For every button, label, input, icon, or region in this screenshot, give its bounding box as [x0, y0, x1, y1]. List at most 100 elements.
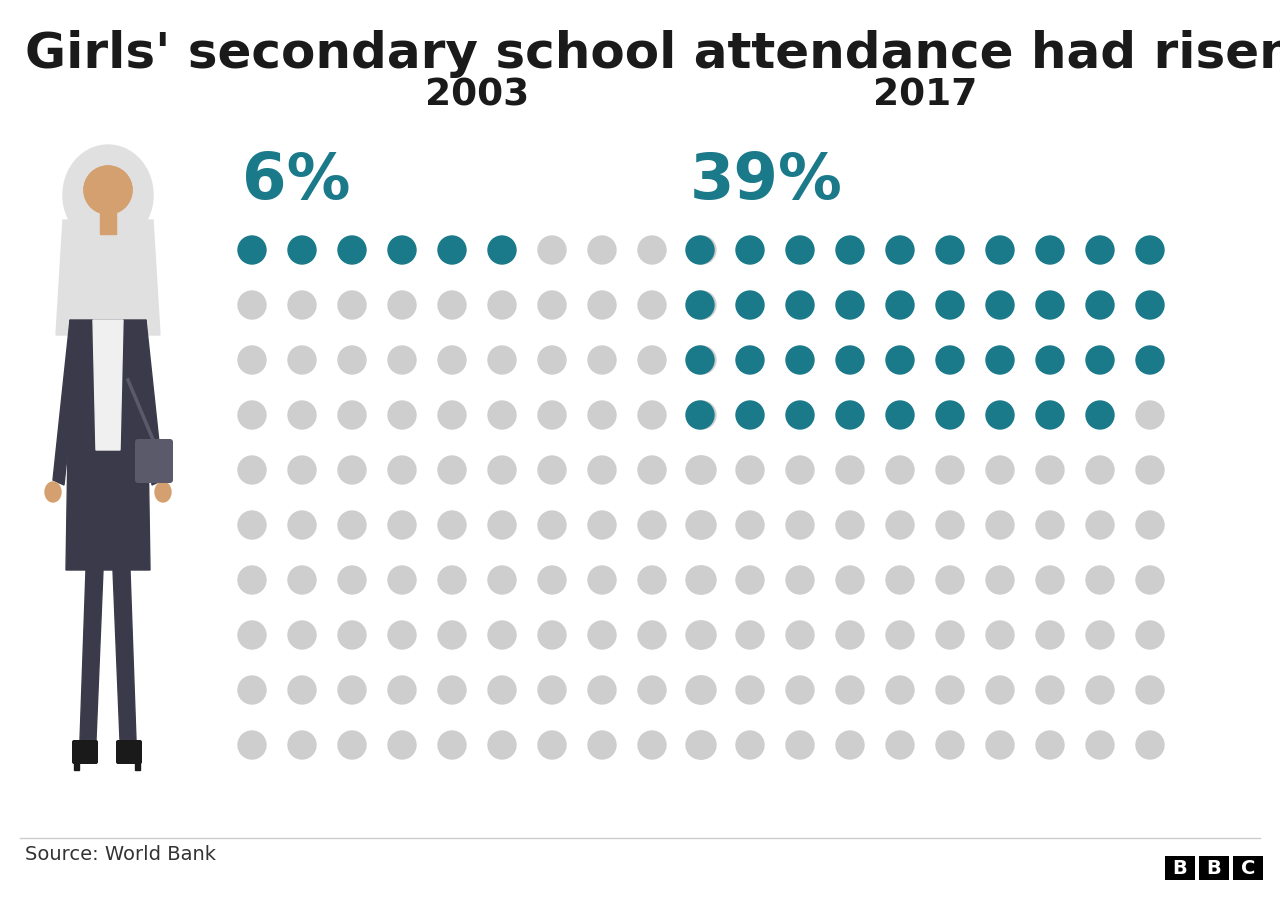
- Text: C: C: [1240, 858, 1256, 877]
- Circle shape: [986, 676, 1014, 704]
- Circle shape: [1085, 456, 1114, 484]
- Circle shape: [438, 731, 466, 759]
- Circle shape: [736, 236, 764, 264]
- Circle shape: [238, 236, 266, 264]
- Circle shape: [388, 621, 416, 649]
- Text: Girls' secondary school attendance had risen: Girls' secondary school attendance had r…: [26, 30, 1280, 78]
- Circle shape: [736, 731, 764, 759]
- Circle shape: [1137, 566, 1164, 594]
- Circle shape: [637, 456, 666, 484]
- Circle shape: [986, 291, 1014, 319]
- Circle shape: [786, 731, 814, 759]
- Circle shape: [288, 291, 316, 319]
- Circle shape: [736, 566, 764, 594]
- Polygon shape: [113, 570, 136, 740]
- Circle shape: [986, 401, 1014, 429]
- Circle shape: [736, 621, 764, 649]
- Circle shape: [786, 346, 814, 374]
- Circle shape: [488, 511, 516, 539]
- Circle shape: [886, 676, 914, 704]
- Circle shape: [986, 456, 1014, 484]
- Circle shape: [538, 621, 566, 649]
- Circle shape: [438, 566, 466, 594]
- Circle shape: [1137, 346, 1164, 374]
- Circle shape: [1137, 236, 1164, 264]
- Circle shape: [388, 676, 416, 704]
- Circle shape: [288, 621, 316, 649]
- Circle shape: [689, 621, 716, 649]
- Circle shape: [488, 731, 516, 759]
- Circle shape: [288, 731, 316, 759]
- Text: B: B: [1207, 858, 1221, 877]
- Circle shape: [588, 731, 616, 759]
- Circle shape: [1085, 731, 1114, 759]
- Circle shape: [686, 566, 714, 594]
- Circle shape: [786, 566, 814, 594]
- Circle shape: [836, 621, 864, 649]
- Circle shape: [338, 346, 366, 374]
- FancyBboxPatch shape: [1233, 856, 1263, 880]
- Circle shape: [338, 401, 366, 429]
- Circle shape: [588, 401, 616, 429]
- Bar: [74, 758, 79, 770]
- Text: Source: World Bank: Source: World Bank: [26, 845, 216, 864]
- Circle shape: [1137, 621, 1164, 649]
- Circle shape: [689, 291, 716, 319]
- Circle shape: [1137, 456, 1164, 484]
- Circle shape: [686, 401, 714, 429]
- Circle shape: [886, 511, 914, 539]
- Circle shape: [637, 731, 666, 759]
- Circle shape: [986, 236, 1014, 264]
- Ellipse shape: [45, 482, 61, 502]
- Circle shape: [637, 401, 666, 429]
- Circle shape: [1137, 511, 1164, 539]
- Circle shape: [538, 291, 566, 319]
- Circle shape: [338, 566, 366, 594]
- Circle shape: [538, 511, 566, 539]
- Circle shape: [886, 401, 914, 429]
- Circle shape: [1085, 291, 1114, 319]
- Circle shape: [338, 291, 366, 319]
- Circle shape: [1036, 346, 1064, 374]
- FancyBboxPatch shape: [116, 740, 142, 764]
- FancyBboxPatch shape: [72, 740, 99, 764]
- Circle shape: [836, 346, 864, 374]
- Circle shape: [588, 346, 616, 374]
- Circle shape: [338, 511, 366, 539]
- Circle shape: [1036, 291, 1064, 319]
- Circle shape: [538, 731, 566, 759]
- Circle shape: [1036, 401, 1064, 429]
- Circle shape: [936, 566, 964, 594]
- Circle shape: [388, 346, 416, 374]
- Circle shape: [338, 456, 366, 484]
- Circle shape: [438, 676, 466, 704]
- Circle shape: [588, 236, 616, 264]
- Circle shape: [686, 346, 714, 374]
- Circle shape: [786, 401, 814, 429]
- Circle shape: [388, 236, 416, 264]
- Circle shape: [388, 511, 416, 539]
- Circle shape: [689, 676, 716, 704]
- Polygon shape: [79, 570, 102, 740]
- Circle shape: [886, 291, 914, 319]
- Circle shape: [936, 401, 964, 429]
- Circle shape: [238, 456, 266, 484]
- Circle shape: [936, 511, 964, 539]
- Circle shape: [1137, 676, 1164, 704]
- Circle shape: [288, 511, 316, 539]
- Circle shape: [886, 566, 914, 594]
- Circle shape: [238, 621, 266, 649]
- Circle shape: [238, 511, 266, 539]
- Circle shape: [686, 621, 714, 649]
- Circle shape: [689, 236, 716, 264]
- Circle shape: [1085, 511, 1114, 539]
- Bar: [100, 212, 116, 234]
- Circle shape: [338, 621, 366, 649]
- Circle shape: [1085, 401, 1114, 429]
- Circle shape: [689, 511, 716, 539]
- Circle shape: [1036, 621, 1064, 649]
- Circle shape: [886, 236, 914, 264]
- Circle shape: [538, 401, 566, 429]
- Circle shape: [588, 621, 616, 649]
- Circle shape: [786, 676, 814, 704]
